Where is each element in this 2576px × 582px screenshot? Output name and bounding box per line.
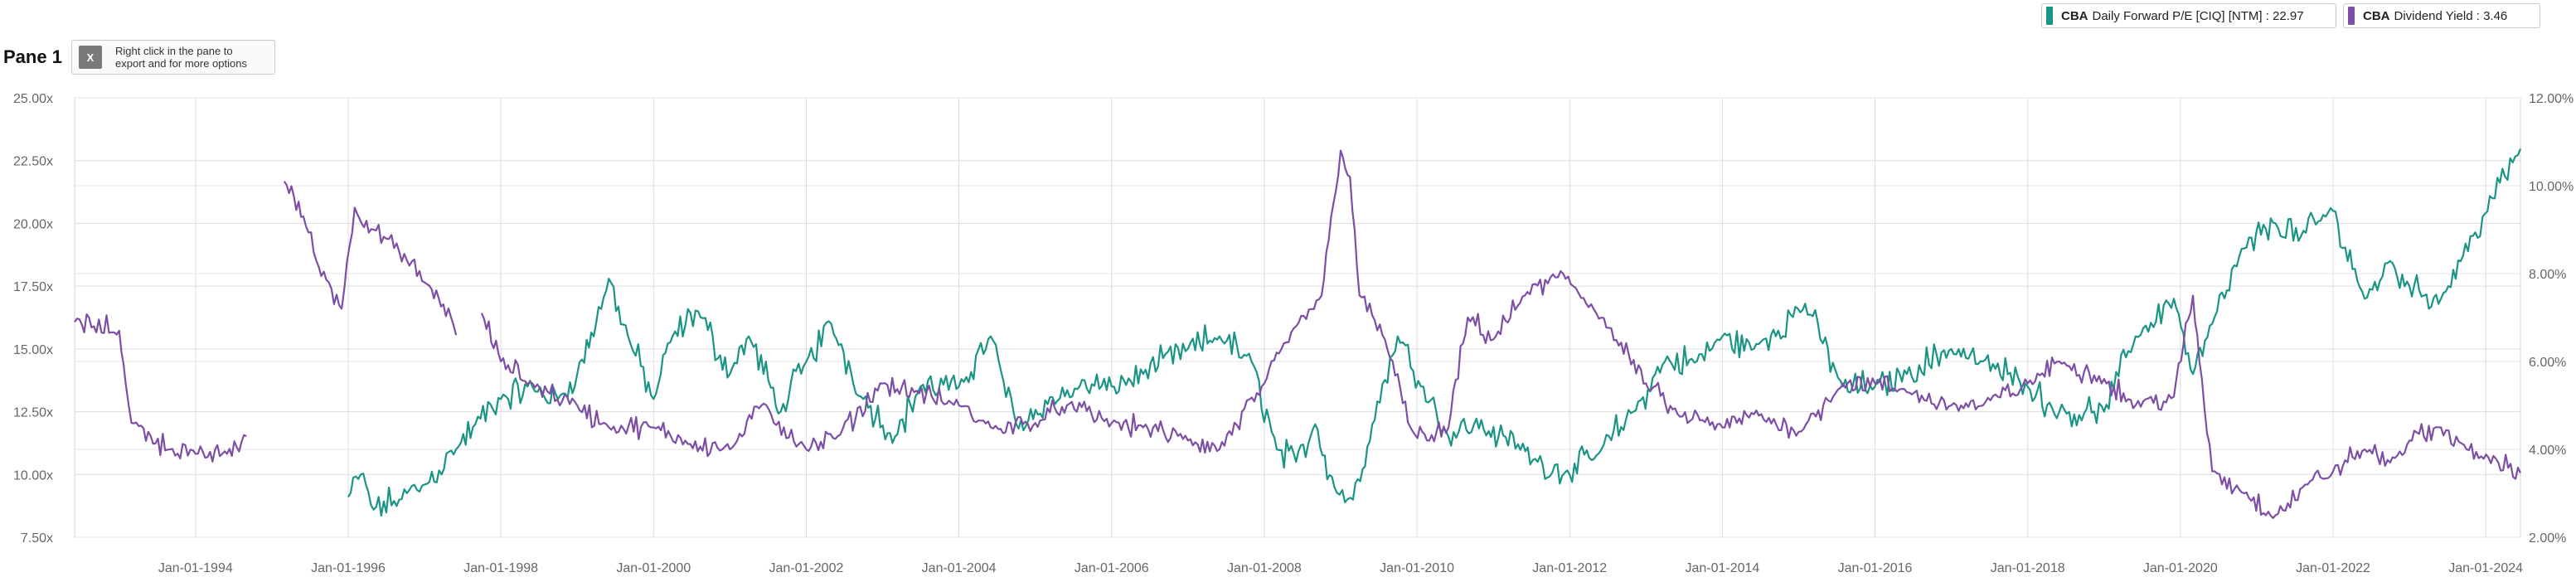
y-left-tick-label: 20.00x: [13, 217, 53, 231]
y-left-tick-label: 7.50x: [21, 531, 53, 546]
x-tick-label: Jan-01-2020: [2143, 561, 2218, 575]
x-tick-label: Jan-01-2022: [2296, 561, 2370, 575]
axes: 7.50x 10.00x 12.50x 15.00x 17.50x 20.00x 22.50…: [13, 92, 2574, 575]
y-left-tick-label: 12.50x: [13, 406, 53, 420]
y-left-tick-label: 15.00x: [13, 343, 53, 357]
grid: [74, 97, 2521, 538]
excel-export-icon[interactable]: X: [79, 46, 102, 69]
series-line-dividend-yield: [74, 313, 247, 463]
export-hint-text: Right click in the pane to export and fo…: [115, 45, 247, 70]
y-right-tick-label: 4.00%: [2529, 444, 2566, 458]
x-tick-label: Jan-01-2024: [2448, 561, 2523, 575]
series-lines: [74, 148, 2522, 519]
series-line-dividend-yield: [480, 149, 2522, 519]
x-tick-label: Jan-01-2010: [1380, 561, 1454, 575]
x-tick-label: Jan-01-2008: [1227, 561, 1302, 575]
x-tick-label: Jan-01-2006: [1075, 561, 1149, 575]
legend-ticker: CBA: [2061, 8, 2088, 23]
legend-label: Dividend Yield : 3.46: [2394, 8, 2508, 23]
y-right-tick-label: 10.00%: [2529, 180, 2574, 194]
legend-label: Daily Forward P/E [CIQ] [NTM] : 22.97: [2092, 8, 2304, 23]
y-right-tick-label: 6.00%: [2529, 356, 2566, 370]
x-tick-label: Jan-01-1994: [158, 561, 233, 575]
y-right-tick-label: 8.00%: [2529, 268, 2566, 282]
y-right-tick-label: 2.00%: [2529, 531, 2566, 546]
series-line-forward-pe: [347, 148, 2522, 517]
x-tick-label: Jan-01-2014: [1685, 561, 1759, 575]
y-left-tick-label: 17.50x: [13, 280, 53, 294]
x-tick-label: Jan-01-1998: [463, 561, 538, 575]
legend-ticker: CBA: [2363, 8, 2390, 23]
y-right-tick-label: 12.00%: [2529, 92, 2574, 106]
pane-title: Pane 1: [3, 46, 62, 67]
x-tick-label: Jan-01-2012: [1532, 561, 1607, 575]
legend-swatch-dividend-yield: [2348, 7, 2355, 25]
plot-frame: [74, 97, 2521, 538]
x-tick-label: Jan-01-2004: [922, 561, 997, 575]
x-tick-label: Jan-01-2018: [1991, 561, 2065, 575]
legend-swatch-forward-pe: [2046, 7, 2053, 25]
legend-item-forward-pe[interactable]: CBA Daily Forward P/E [CIQ] [NTM] : 22.9…: [2041, 3, 2336, 28]
export-hint-box[interactable]: X Right click in the pane to export and …: [71, 40, 275, 75]
x-tick-label: Jan-01-2000: [616, 561, 691, 575]
y-left-tick-label: 10.00x: [13, 468, 53, 483]
x-tick-label: Jan-01-2016: [1838, 561, 1913, 575]
x-tick-label: Jan-01-1996: [311, 561, 386, 575]
legend-item-dividend-yield[interactable]: CBA Dividend Yield : 3.46: [2343, 3, 2540, 28]
y-left-tick-label: 25.00x: [13, 92, 53, 106]
y-left-tick-label: 22.50x: [13, 155, 53, 169]
x-tick-label: Jan-01-2002: [769, 561, 844, 575]
series-line-dividend-yield: [283, 181, 458, 336]
